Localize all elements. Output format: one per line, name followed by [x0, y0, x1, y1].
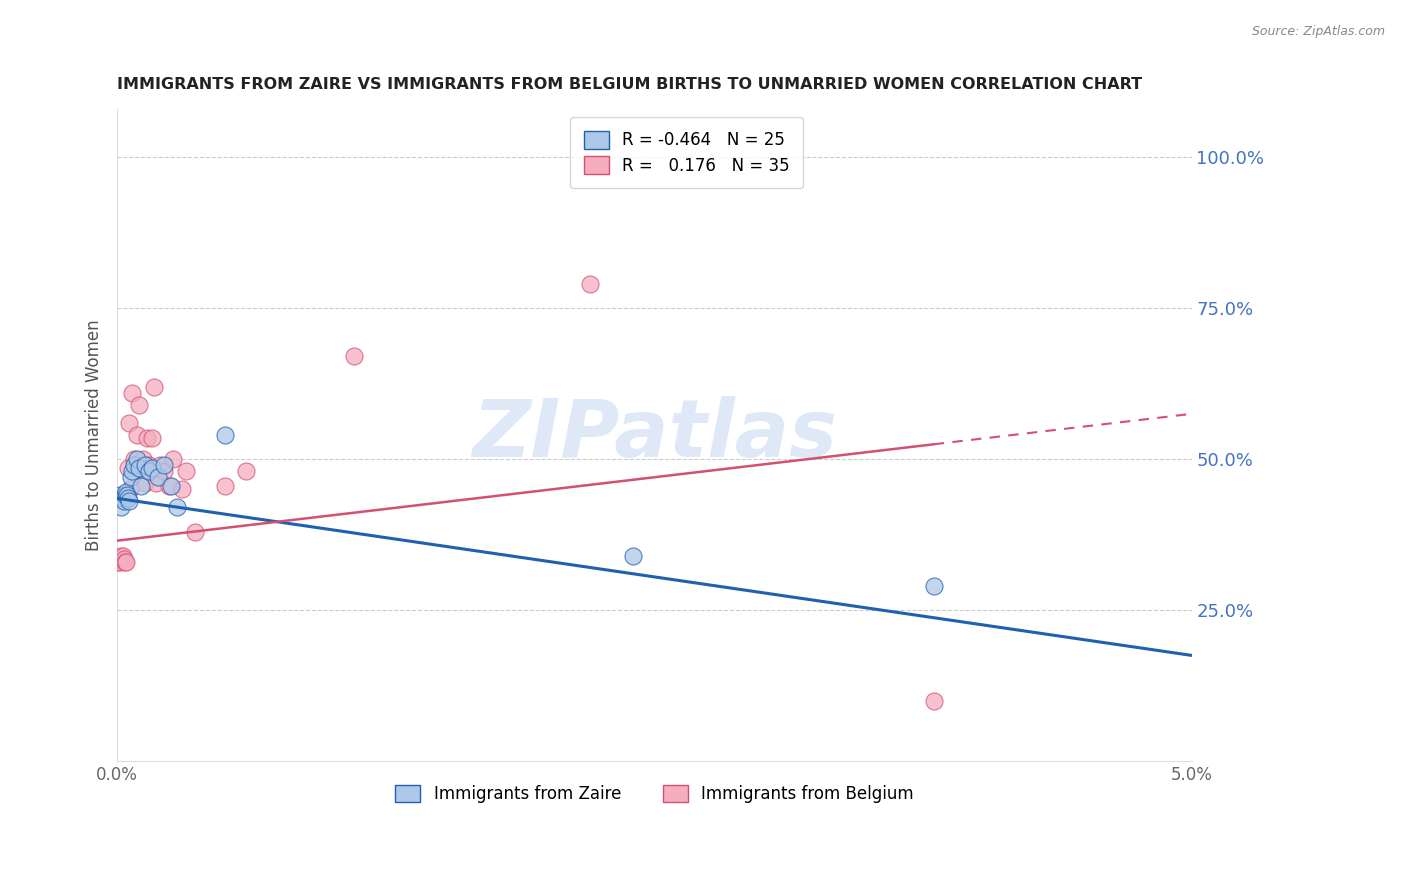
- Point: [132, 452, 155, 467]
- Point: [134, 458, 156, 472]
- Point: [214, 479, 236, 493]
- Point: [121, 385, 143, 400]
- Point: [138, 458, 160, 472]
- Point: [114, 485, 136, 500]
- Point: [121, 464, 143, 478]
- Point: [110, 549, 132, 563]
- Point: [145, 476, 167, 491]
- Y-axis label: Births to Unmarried Women: Births to Unmarried Women: [86, 319, 103, 550]
- Text: ZIPatlas: ZIPatlas: [472, 396, 837, 474]
- Point: [110, 488, 132, 502]
- Point: [128, 461, 150, 475]
- Point: [120, 470, 142, 484]
- Point: [114, 555, 136, 569]
- Point: [118, 416, 141, 430]
- Point: [141, 431, 163, 445]
- Point: [110, 555, 132, 569]
- Point: [115, 488, 138, 502]
- Point: [214, 428, 236, 442]
- Point: [125, 452, 148, 467]
- Point: [621, 549, 644, 563]
- Point: [107, 555, 129, 569]
- Point: [111, 549, 134, 563]
- Point: [129, 479, 152, 493]
- Point: [160, 479, 183, 493]
- Point: [170, 483, 193, 497]
- Point: [129, 464, 152, 478]
- Point: [125, 428, 148, 442]
- Point: [118, 494, 141, 508]
- Point: [112, 494, 135, 508]
- Point: [117, 461, 139, 475]
- Point: [114, 488, 136, 502]
- Point: [174, 464, 197, 478]
- Text: IMMIGRANTS FROM ZAIRE VS IMMIGRANTS FROM BELGIUM BIRTHS TO UNMARRIED WOMEN CORRE: IMMIGRANTS FROM ZAIRE VS IMMIGRANTS FROM…: [117, 78, 1142, 93]
- Point: [142, 379, 165, 393]
- Point: [138, 464, 160, 478]
- Point: [166, 500, 188, 515]
- Point: [146, 470, 169, 484]
- Point: [114, 555, 136, 569]
- Legend: Immigrants from Zaire, Immigrants from Belgium: Immigrants from Zaire, Immigrants from B…: [387, 777, 922, 812]
- Point: [153, 464, 176, 478]
- Point: [162, 452, 184, 467]
- Point: [235, 464, 257, 478]
- Point: [108, 551, 131, 566]
- Point: [120, 483, 142, 497]
- Point: [136, 431, 159, 445]
- Point: [117, 491, 139, 506]
- Point: [342, 350, 364, 364]
- Point: [579, 277, 602, 291]
- Text: Source: ZipAtlas.com: Source: ZipAtlas.com: [1251, 25, 1385, 38]
- Point: [141, 461, 163, 475]
- Point: [183, 524, 205, 539]
- Point: [112, 551, 135, 566]
- Point: [153, 458, 176, 472]
- Point: [149, 458, 172, 472]
- Point: [124, 452, 146, 467]
- Point: [128, 398, 150, 412]
- Point: [134, 476, 156, 491]
- Point: [157, 479, 180, 493]
- Point: [124, 458, 146, 472]
- Point: [922, 579, 945, 593]
- Point: [110, 500, 132, 515]
- Point: [111, 491, 134, 506]
- Point: [922, 694, 945, 708]
